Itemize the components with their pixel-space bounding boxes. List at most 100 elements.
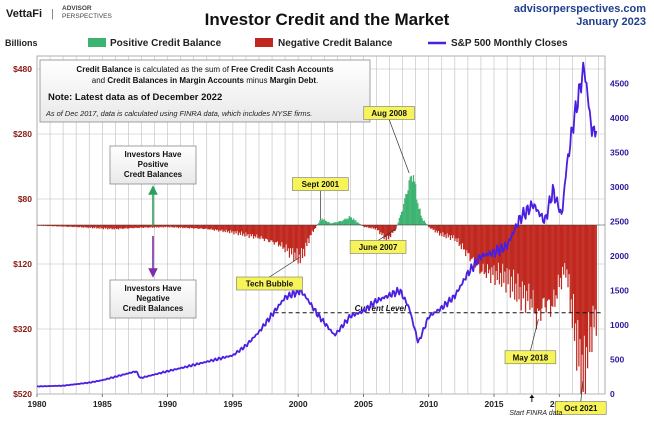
credit-bar [181,225,182,227]
credit-bar [78,225,79,227]
credit-bar [454,225,455,241]
credit-bar [545,225,546,307]
credit-bar [111,225,112,229]
credit-bar [320,220,321,225]
credit-bar [539,225,540,310]
credit-bar [88,225,89,228]
credit-bar [167,225,168,227]
credit-bar [343,220,344,225]
credit-bar [571,225,572,299]
credit-bar [214,225,215,231]
site-link[interactable]: advisorperspectives.com [514,3,646,15]
finra-label: Start FINRA data [509,410,562,417]
left-tick-label: $120 [13,259,32,269]
credit-bar [273,225,274,242]
credit-bar [377,225,378,230]
credit-bar [536,225,537,329]
credit-bar [576,225,577,371]
x-tick-label: 2005 [354,399,373,409]
credit-bar [105,225,106,229]
credit-bar [380,225,381,232]
credit-bar [276,225,277,242]
credit-bar [258,225,259,237]
credit-bar [95,225,96,227]
credit-bar [230,225,231,230]
brand-pipe: | [51,8,54,20]
credit-bar [560,225,561,278]
credit-bar [189,225,190,229]
credit-bar [236,225,237,233]
credit-bar [372,225,373,227]
credit-bar [424,221,425,225]
right-tick-label: 1500 [610,286,629,296]
credit-bar [461,225,462,249]
credit-bar [455,225,456,238]
positive-label-3: Credt Balances [124,170,183,179]
credit-bar [286,225,287,244]
credit-bar [401,212,402,225]
credit-bar [193,225,194,229]
credit-bar [574,225,575,341]
credit-bar [243,225,244,234]
credit-bar [219,225,220,230]
credit-bar [274,225,275,245]
credit-bar [146,225,147,227]
credit-bar [120,225,121,229]
credit-bar [259,225,260,239]
credit-bar [412,182,413,225]
right-tick-label: 3500 [610,148,629,158]
credit-bar [280,225,281,246]
right-tick-label: 1000 [610,320,629,330]
credit-bar [564,225,565,263]
credit-bar [294,225,295,253]
credit-bar [90,225,91,228]
credit-bar [527,225,528,301]
credit-bar [255,225,256,237]
credit-bar [129,225,130,228]
credit-bar [580,225,581,410]
credit-bar [148,225,149,227]
credit-bar [337,222,338,225]
credit-bar [558,225,559,275]
credit-bar [484,225,485,274]
chart-date: January 2023 [576,16,646,28]
credit-bar [200,225,201,228]
credit-bar [205,225,206,229]
credit-bar [449,225,450,235]
credit-bar [156,225,157,227]
credit-bar [554,225,555,307]
credit-bar [86,225,87,227]
credit-bar [583,225,584,392]
callout-label: June 2007 [359,243,398,252]
credit-bar [529,225,530,310]
credit-bar [305,225,306,243]
credit-bar [523,225,524,298]
credit-bar [344,219,345,225]
credit-bar [586,225,587,347]
credit-bar [538,225,539,311]
credit-bar [106,225,107,228]
x-tick-label: 2015 [485,399,504,409]
credit-bar [339,221,340,225]
credit-bar [282,225,283,249]
credit-bar [240,225,241,235]
credit-bar [443,225,444,237]
credit-bar [101,225,102,229]
credit-bar [325,221,326,225]
credit-bar [467,225,468,253]
credit-bar [366,225,367,227]
credit-bar [346,219,347,225]
credit-bar [437,225,438,233]
credit-bar [169,225,170,227]
credit-bar [287,225,288,251]
credit-bar [350,217,351,225]
credit-bar [139,225,140,228]
credit-bar [143,225,144,228]
credit-bar [549,225,550,300]
credit-bar [281,225,282,242]
credit-bar [450,225,451,240]
credit-bar [488,225,489,273]
credit-bar [429,225,430,227]
